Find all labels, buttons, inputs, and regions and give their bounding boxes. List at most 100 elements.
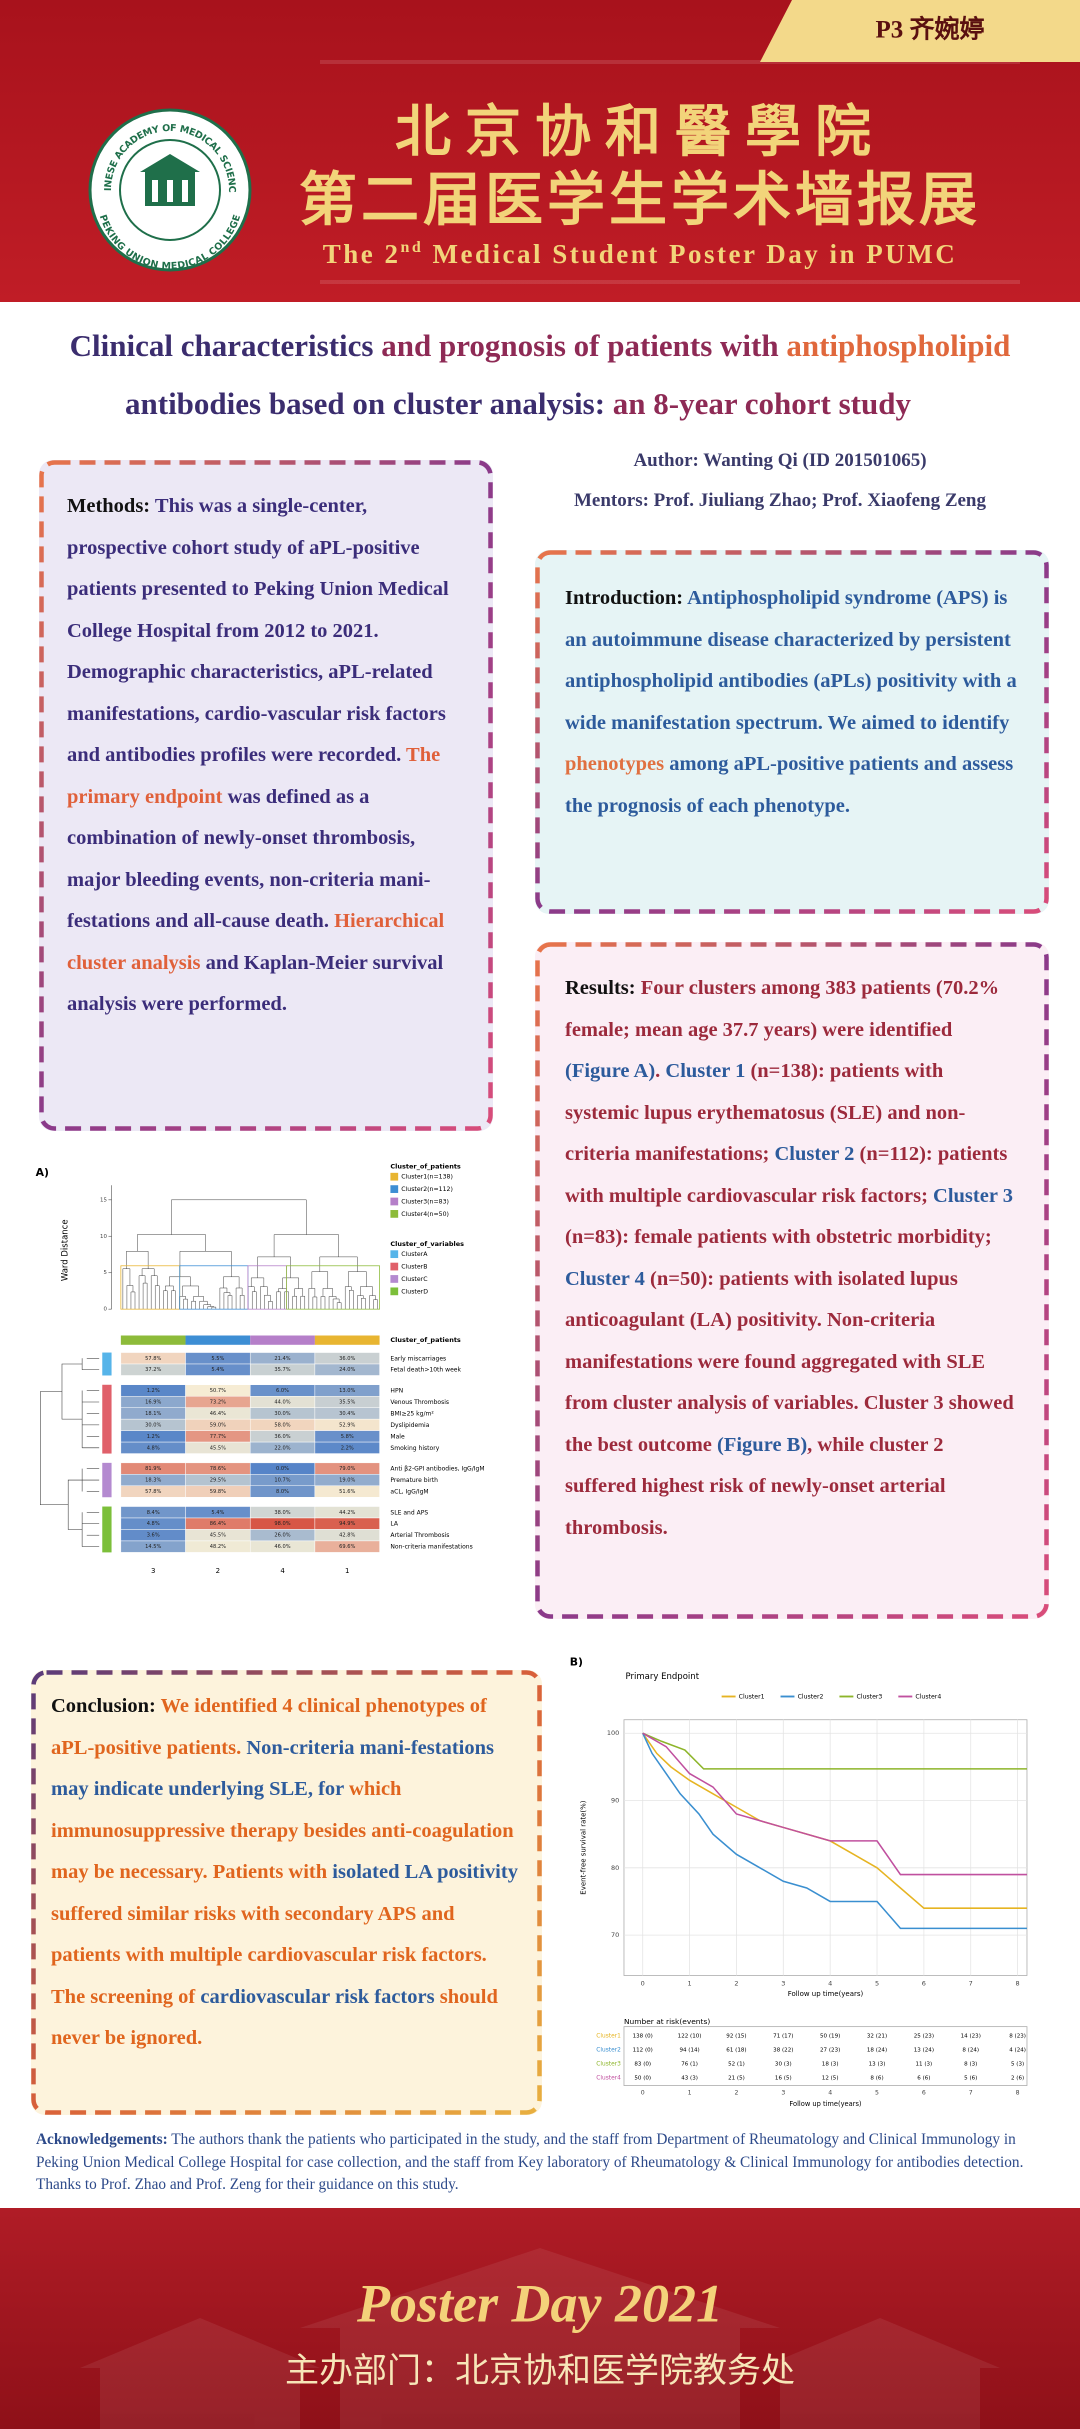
cell-label: 5.4% [211, 1510, 224, 1516]
dendrogram-branch [308, 1288, 316, 1310]
cell-label: 14.5% [145, 1544, 161, 1550]
introduction-box: Introduction: Antiphospholipid syndrome … [535, 550, 1049, 914]
table-cell: 11 (3) [916, 2061, 933, 2067]
x-tick-label: 7 [969, 2090, 973, 2097]
cell-label: 38.0% [274, 1510, 290, 1516]
row-label: Venous Thrombosis [390, 1399, 449, 1406]
cell-label: 30.0% [274, 1411, 290, 1417]
legend-swatch [390, 1275, 399, 1283]
legend-label: Cluster1 [739, 1694, 765, 1701]
text-run: isolated LA positivity [332, 1861, 518, 1883]
legend-swatch [390, 1210, 399, 1218]
results-text: Results: Four clusters among 383 patient… [565, 968, 1019, 1549]
row-label: aCL, IgG/IgM [390, 1489, 428, 1496]
table-cell: 43 (3) [681, 2075, 698, 2081]
dendrogram-branch [312, 1296, 318, 1310]
y-tick-label: 15 [100, 1197, 107, 1203]
results-box: Results: Four clusters among 383 patient… [535, 942, 1049, 1619]
cell-label: 3.6% [147, 1533, 160, 1539]
plot-panel [623, 1719, 1028, 1976]
cell-label: 57.8% [145, 1489, 161, 1495]
dendrogram-branch [349, 1290, 354, 1310]
cell-label: 59.0% [210, 1422, 226, 1428]
survival-curve [642, 1732, 1027, 1930]
dendrogram-branch [191, 1300, 196, 1310]
text-run: Antiphospholipid syndrome (APS) is an au… [565, 587, 1017, 734]
dendrogram-branch [130, 1291, 136, 1310]
cell-label: 5.8% [341, 1434, 354, 1440]
dendrogram-branch [141, 1268, 155, 1276]
dendrogram-branch [332, 1298, 340, 1310]
dendrogram-branch [292, 1295, 297, 1310]
cell-label: 98.0% [274, 1521, 290, 1527]
logo-pillar [182, 180, 188, 202]
dendrogram-branch [369, 1295, 376, 1310]
legend-label: ClusterD [401, 1288, 428, 1295]
cell-label: 24.0% [339, 1367, 355, 1373]
cluster-box [286, 1265, 380, 1310]
x-tick-label: 3 [781, 2090, 785, 2097]
table-cell: 112 (0) [633, 2047, 653, 2053]
cell-label: 42.8% [339, 1533, 355, 1539]
cell-label: 69.6% [339, 1544, 355, 1550]
table-cell: 122 (10) [678, 2033, 702, 2039]
table-title: Number at risk(events) [624, 2017, 710, 2026]
dendrogram-branch [193, 1296, 204, 1302]
text-run: Conclusion: [51, 1695, 161, 1717]
tab [760, 0, 1080, 62]
y-tick-label: 5 [103, 1270, 106, 1276]
legend-swatch [390, 1172, 399, 1181]
table-cell: 138 (0) [633, 2033, 653, 2039]
x-tick-label: 0 [641, 1979, 645, 1987]
cell-label: 30.4% [339, 1411, 355, 1417]
column-bar [314, 1335, 380, 1345]
cell-label: 37.2% [145, 1367, 161, 1373]
row-label: Smoking history [390, 1445, 439, 1452]
text-run: (Figure A) [565, 1060, 656, 1082]
x-tick-label: 2 [734, 2090, 738, 2097]
dendrogram-branch [150, 1275, 158, 1310]
table-cell: 32 (21) [867, 2033, 887, 2039]
dendrogram-branch [344, 1286, 352, 1310]
y-tick-label: 10 [100, 1234, 107, 1240]
table-row-label: Cluster1 [596, 2033, 621, 2039]
text-run: and prognosis of patients with [381, 328, 787, 363]
y-tick-label: 80 [611, 1864, 619, 1872]
conclusion-box: Conclusion: We identified 4 clinical phe… [31, 1670, 542, 2115]
dendrogram-branch [273, 1234, 339, 1257]
methods-box: Methods: This was a single-center, prosp… [39, 460, 493, 1131]
dendrogram-branch [300, 1295, 306, 1310]
text-run: which immunosuppressive therapy besides … [51, 1778, 514, 1883]
poster-title: Clinical characteristics and prognosis o… [0, 328, 1080, 364]
x-tick-label: 1 [688, 2090, 692, 2097]
row-label: LA [390, 1521, 398, 1528]
heatmap-cell [314, 1540, 380, 1553]
cell-label: 1.2% [147, 1388, 160, 1394]
dendrogram-branch [247, 1286, 255, 1310]
dendrogram-branch [294, 1288, 303, 1297]
row-label: SLE and APS [390, 1509, 428, 1516]
title-en-part: Medical Student Poster Day in PUMC [423, 239, 957, 269]
box-border [535, 550, 1049, 914]
cell-label: 77.7% [210, 1434, 226, 1440]
cell-label: 6.0% [276, 1388, 289, 1394]
dashed-border [535, 942, 1049, 1619]
legend-swatch [390, 1250, 399, 1259]
methods-text: Methods: This was a single-center, prosp… [67, 486, 465, 1026]
dendrogram-branch [360, 1286, 373, 1296]
mentors: Mentors: Prof. Jiuliang Zhao; Prof. Xiao… [574, 490, 986, 511]
table-cell: 61 (18) [726, 2047, 746, 2053]
dendrogram-branch [126, 1285, 134, 1310]
cell-label: 30.0% [145, 1422, 161, 1428]
dendrogram-branch [252, 1291, 257, 1310]
column-bar [250, 1335, 315, 1345]
cell-label: 45.5% [210, 1445, 226, 1451]
cell-label: 19.0% [339, 1478, 355, 1484]
table-cell: 6 (6) [917, 2075, 930, 2081]
box-border [31, 1670, 542, 2115]
cell-label: 86.4% [210, 1521, 226, 1527]
table-cell: 8 (3) [964, 2061, 977, 2067]
dendrogram-branch [203, 1304, 212, 1310]
dendrogram-branch [211, 1306, 217, 1310]
